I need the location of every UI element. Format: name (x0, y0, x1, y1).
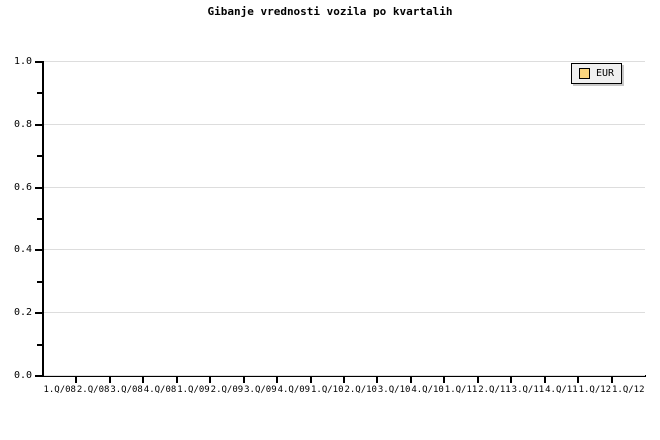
y-axis-tick-minor (37, 344, 43, 346)
x-axis-tick (343, 377, 345, 383)
x-axis-label: 2.Q/08 (76, 385, 110, 395)
x-axis-tick (477, 377, 479, 383)
x-axis-label: 1.Q/12 (612, 385, 645, 395)
x-axis-label: 2.Q/10 (344, 385, 377, 395)
y-axis-label: 0.8 (13, 119, 32, 130)
legend-label-eur: EUR (596, 68, 615, 79)
x-axis-tick (243, 377, 245, 383)
x-axis-tick (510, 377, 512, 383)
gridline (44, 124, 645, 125)
y-axis-tick-major (35, 312, 43, 314)
x-axis-tick (310, 377, 312, 383)
x-axis-line (42, 375, 646, 377)
x-axis-label: 1.Q/08 (43, 385, 76, 395)
y-axis-label: 0.2 (13, 307, 32, 318)
x-axis-tick (209, 377, 211, 383)
x-axis-label: 4.Q/09 (277, 385, 311, 395)
legend-swatch-eur (579, 68, 590, 79)
x-axis-tick (276, 377, 278, 383)
x-axis-label: 1.Q/11 (444, 385, 478, 395)
y-axis-tick-major (35, 249, 43, 251)
gridline (44, 312, 645, 313)
x-axis-tick (544, 377, 546, 383)
x-axis-label: 4.Q/10 (411, 385, 444, 395)
x-axis-tick (376, 377, 378, 383)
chart-title: Gibanje vrednosti vozila po kvartalih (207, 5, 453, 18)
y-axis-label: 0.6 (13, 182, 32, 193)
plot-area (43, 62, 645, 376)
y-axis-label: 0.4 (13, 244, 32, 255)
x-axis-label: 2.Q/09 (210, 385, 244, 395)
gridline (44, 187, 645, 188)
y-axis-tick-major (35, 61, 43, 63)
x-axis-label: 3.Q/08 (110, 385, 143, 395)
x-axis-label: 1.Q/09 (177, 385, 210, 395)
legend[interactable]: EUR (571, 63, 623, 84)
y-axis-line (42, 61, 44, 377)
x-axis-label: 3.Q/11 (511, 385, 545, 395)
x-axis-tick (410, 377, 412, 383)
x-axis-label: 4.Q/11 (545, 385, 578, 395)
x-axis-tick (443, 377, 445, 383)
x-axis-tick (611, 377, 613, 383)
x-axis-label: 2.Q/11 (478, 385, 511, 395)
y-axis-tick-major (35, 124, 43, 126)
x-axis-label: 4.Q/08 (143, 385, 177, 395)
y-axis-tick-minor (37, 155, 43, 157)
gridline (44, 61, 645, 62)
x-axis-label: 1.Q/10 (311, 385, 344, 395)
gridline (44, 249, 645, 250)
x-axis-label: 1.Q/12 (578, 385, 612, 395)
x-axis-tick (176, 377, 178, 383)
y-axis-tick-minor (37, 281, 43, 283)
y-axis-tick-major (35, 187, 43, 189)
x-axis-tick (75, 377, 77, 383)
x-axis-label: 3.Q/10 (377, 385, 411, 395)
y-axis-label: 1.0 (13, 56, 32, 67)
y-axis-tick-minor (37, 92, 43, 94)
y-axis-label: 0.0 (13, 370, 32, 381)
y-axis-tick-major (35, 375, 43, 377)
x-axis-tick (142, 377, 144, 383)
gridline (44, 375, 645, 376)
x-axis-tick (109, 377, 111, 383)
x-axis-label: 3.Q/09 (244, 385, 277, 395)
x-axis-tick (577, 377, 579, 383)
y-axis-tick-minor (37, 218, 43, 220)
